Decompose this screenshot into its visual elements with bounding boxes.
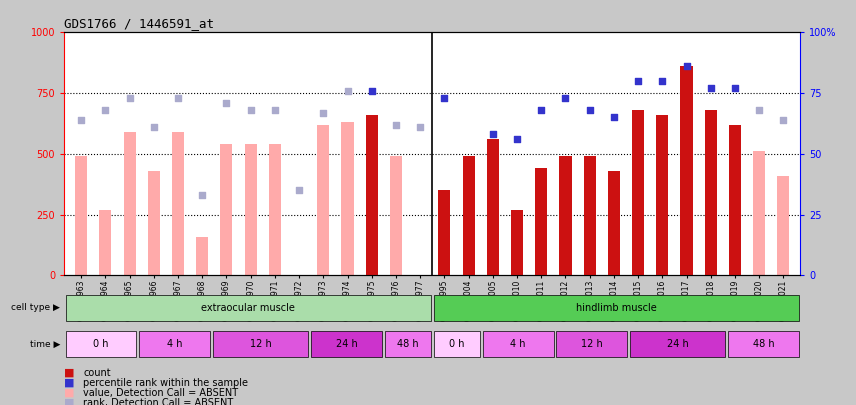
Text: cell type ▶: cell type ▶	[11, 303, 60, 312]
Bar	[728, 331, 799, 357]
Text: 24 h: 24 h	[336, 339, 357, 349]
Bar	[704, 110, 716, 275]
Point	[244, 107, 258, 113]
Text: 48 h: 48 h	[397, 339, 419, 349]
Point	[704, 85, 717, 92]
Bar	[487, 139, 499, 275]
Point	[486, 131, 500, 138]
Point	[389, 122, 403, 128]
Text: ■: ■	[64, 378, 74, 388]
Point	[752, 107, 766, 113]
Bar	[140, 331, 210, 357]
Point	[292, 187, 306, 194]
Bar	[729, 125, 741, 275]
Bar	[220, 144, 233, 275]
Point	[171, 95, 185, 101]
Text: rank, Detection Call = ABSENT: rank, Detection Call = ABSENT	[83, 398, 234, 405]
Bar	[777, 176, 789, 275]
Point	[220, 100, 234, 106]
Bar	[434, 331, 480, 357]
Bar	[66, 295, 431, 321]
Text: count: count	[83, 368, 110, 377]
Point	[559, 95, 573, 101]
Point	[656, 78, 669, 84]
Bar	[560, 156, 572, 275]
Text: 12 h: 12 h	[250, 339, 271, 349]
Point	[195, 192, 209, 198]
Text: value, Detection Call = ABSENT: value, Detection Call = ABSENT	[83, 388, 238, 398]
Point	[317, 109, 330, 116]
Text: 4 h: 4 h	[510, 339, 526, 349]
Bar	[511, 210, 523, 275]
Bar	[608, 171, 620, 275]
Bar	[483, 331, 554, 357]
Text: percentile rank within the sample: percentile rank within the sample	[83, 378, 248, 388]
Bar	[172, 132, 184, 275]
Text: 0 h: 0 h	[93, 339, 109, 349]
Point	[413, 124, 427, 130]
Bar	[632, 110, 645, 275]
Bar	[213, 331, 308, 357]
Point	[365, 87, 378, 94]
Point	[98, 107, 112, 113]
Bar	[66, 331, 136, 357]
Bar	[753, 151, 765, 275]
Bar	[245, 144, 257, 275]
Point	[607, 114, 621, 121]
Bar	[196, 237, 208, 275]
Bar	[148, 171, 160, 275]
Point	[341, 87, 354, 94]
Bar	[434, 295, 799, 321]
Bar	[123, 132, 135, 275]
Bar	[384, 331, 431, 357]
Point	[74, 117, 88, 123]
Point	[268, 107, 282, 113]
Bar	[342, 122, 354, 275]
Point	[147, 124, 161, 130]
Bar	[584, 156, 596, 275]
Text: ■: ■	[64, 388, 74, 398]
Text: 24 h: 24 h	[667, 339, 688, 349]
Bar	[462, 156, 475, 275]
Point	[437, 95, 451, 101]
Point	[728, 85, 742, 92]
Text: ■: ■	[64, 368, 74, 377]
Text: 12 h: 12 h	[581, 339, 603, 349]
Point	[534, 107, 548, 113]
Bar	[438, 190, 450, 275]
Bar	[311, 331, 382, 357]
Text: ■: ■	[64, 398, 74, 405]
Text: 4 h: 4 h	[167, 339, 182, 349]
Point	[583, 107, 597, 113]
Text: GDS1766 / 1446591_at: GDS1766 / 1446591_at	[64, 17, 214, 30]
Bar	[318, 125, 330, 275]
Point	[680, 63, 693, 70]
Bar	[366, 115, 377, 275]
Bar	[75, 156, 87, 275]
Bar	[657, 115, 669, 275]
Point	[122, 95, 136, 101]
Text: 0 h: 0 h	[449, 339, 465, 349]
Bar	[556, 331, 627, 357]
Bar	[389, 156, 402, 275]
Bar	[535, 168, 547, 275]
Text: time ▶: time ▶	[30, 340, 60, 349]
Text: extraocular muscle: extraocular muscle	[201, 303, 295, 313]
Point	[631, 78, 645, 84]
Text: hindlimb muscle: hindlimb muscle	[576, 303, 657, 313]
Bar	[269, 144, 281, 275]
Point	[510, 136, 524, 143]
Bar	[99, 210, 111, 275]
Bar	[630, 331, 725, 357]
Text: 48 h: 48 h	[752, 339, 775, 349]
Point	[776, 117, 790, 123]
Bar	[681, 66, 693, 275]
